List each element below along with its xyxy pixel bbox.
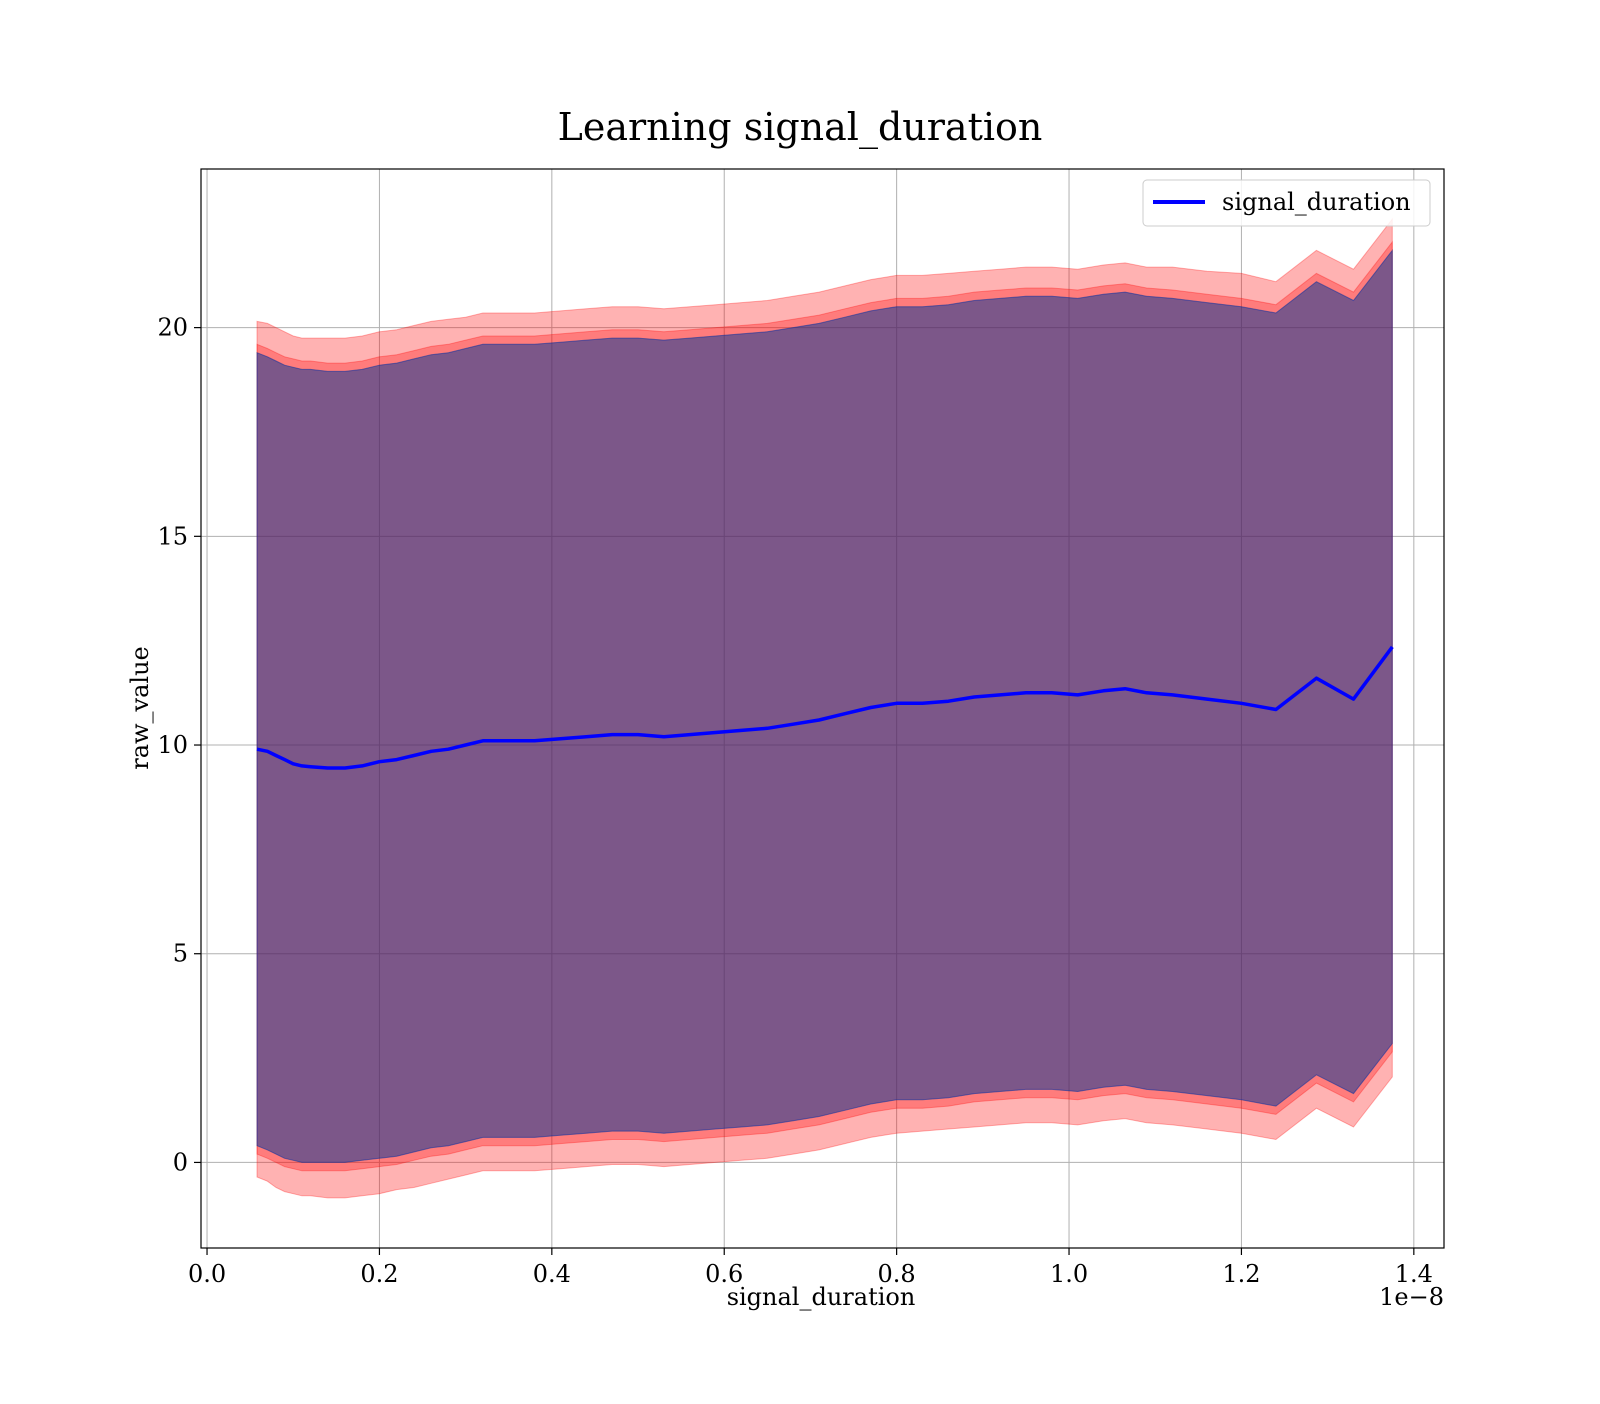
confidence-band-0 (256, 217, 1393, 1199)
legend: signal_duration (1142, 179, 1431, 227)
y-tick-label: 15 (157, 522, 188, 550)
x-tick-label: 0.4 (533, 1260, 571, 1288)
confidence-band-2 (256, 248, 1393, 1163)
x-tick-label: 1.4 (1395, 1260, 1433, 1288)
y-tick-label: 10 (157, 731, 188, 759)
x-tick-label: 0.0 (188, 1260, 226, 1288)
x-axis-offset-text: 1e−8 (1379, 1283, 1444, 1311)
legend-label: signal_duration (1222, 188, 1411, 216)
x-tick-label: 0.6 (705, 1260, 743, 1288)
confidence-band-1 (256, 240, 1393, 1172)
y-tick-label: 20 (157, 314, 188, 342)
x-tick-label: 1.0 (1050, 1260, 1088, 1288)
axes: 0.0 0.2 0.4 0.6 0.8 1.0 1.2 1.4 0 5 10 15 20 (157, 168, 1445, 1288)
series-line-signal_duration (256, 645, 1394, 770)
y-axis-label: raw_value (126, 646, 154, 770)
legend-box (1142, 179, 1431, 227)
x-axis-label: signal_duration (727, 1283, 916, 1311)
x-tick-label: 1.2 (1222, 1260, 1260, 1288)
plot-frame (200, 168, 1445, 1249)
x-tick-label: 0.2 (360, 1260, 398, 1288)
y-tick-label: 5 (173, 940, 188, 968)
confidence-bands (256, 217, 1393, 1199)
grid-lines (201, 169, 1444, 1248)
y-tick-label: 0 (173, 1148, 188, 1176)
x-tick-label: 0.8 (878, 1260, 916, 1288)
confidence-band-3 (256, 248, 1393, 1163)
series-lines (256, 645, 1394, 770)
chart-title: Learning signal_duration (558, 105, 1043, 150)
